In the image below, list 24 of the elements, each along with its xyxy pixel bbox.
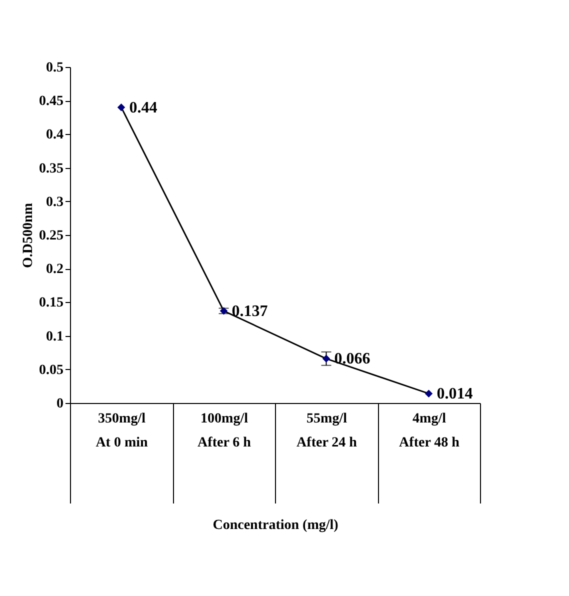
y-tick-label: 0.5 xyxy=(46,60,64,76)
point xyxy=(424,390,433,398)
y-tick-label: 0.2 xyxy=(46,262,64,278)
y-tick-label: 0.35 xyxy=(39,161,64,176)
y-tick-label: 0 xyxy=(56,396,64,412)
x-tick-label: 350mg/l At 0 min xyxy=(96,412,148,450)
data-label: 0.014 xyxy=(436,386,473,403)
y-tick-label: 0.3 xyxy=(46,194,64,210)
data-label: 0.066 xyxy=(334,350,370,368)
x-tick-label: 55mg/l After 24 h xyxy=(296,412,358,450)
data-label: 0.137 xyxy=(232,302,268,320)
x-tick-label: 100mg/l After 6 h xyxy=(198,412,252,450)
y-axis-title: O.D500nm xyxy=(21,202,36,268)
y-tick-label: 0.1 xyxy=(46,329,64,344)
data-label: 0.44 xyxy=(129,99,158,116)
point xyxy=(322,354,330,363)
y-tick-label: 0.25 xyxy=(39,228,64,244)
point xyxy=(117,103,126,112)
x-tick-label: 4mg/l After 48 h xyxy=(399,412,460,450)
y-tick-label: 0.15 xyxy=(39,296,64,311)
y-tick-label: 0.45 xyxy=(39,94,64,110)
y-tick-label: 0.05 xyxy=(39,362,64,378)
y-tick-label: 0.4 xyxy=(46,128,64,143)
x-axis-title: Concentration (mg/l) xyxy=(212,518,339,533)
